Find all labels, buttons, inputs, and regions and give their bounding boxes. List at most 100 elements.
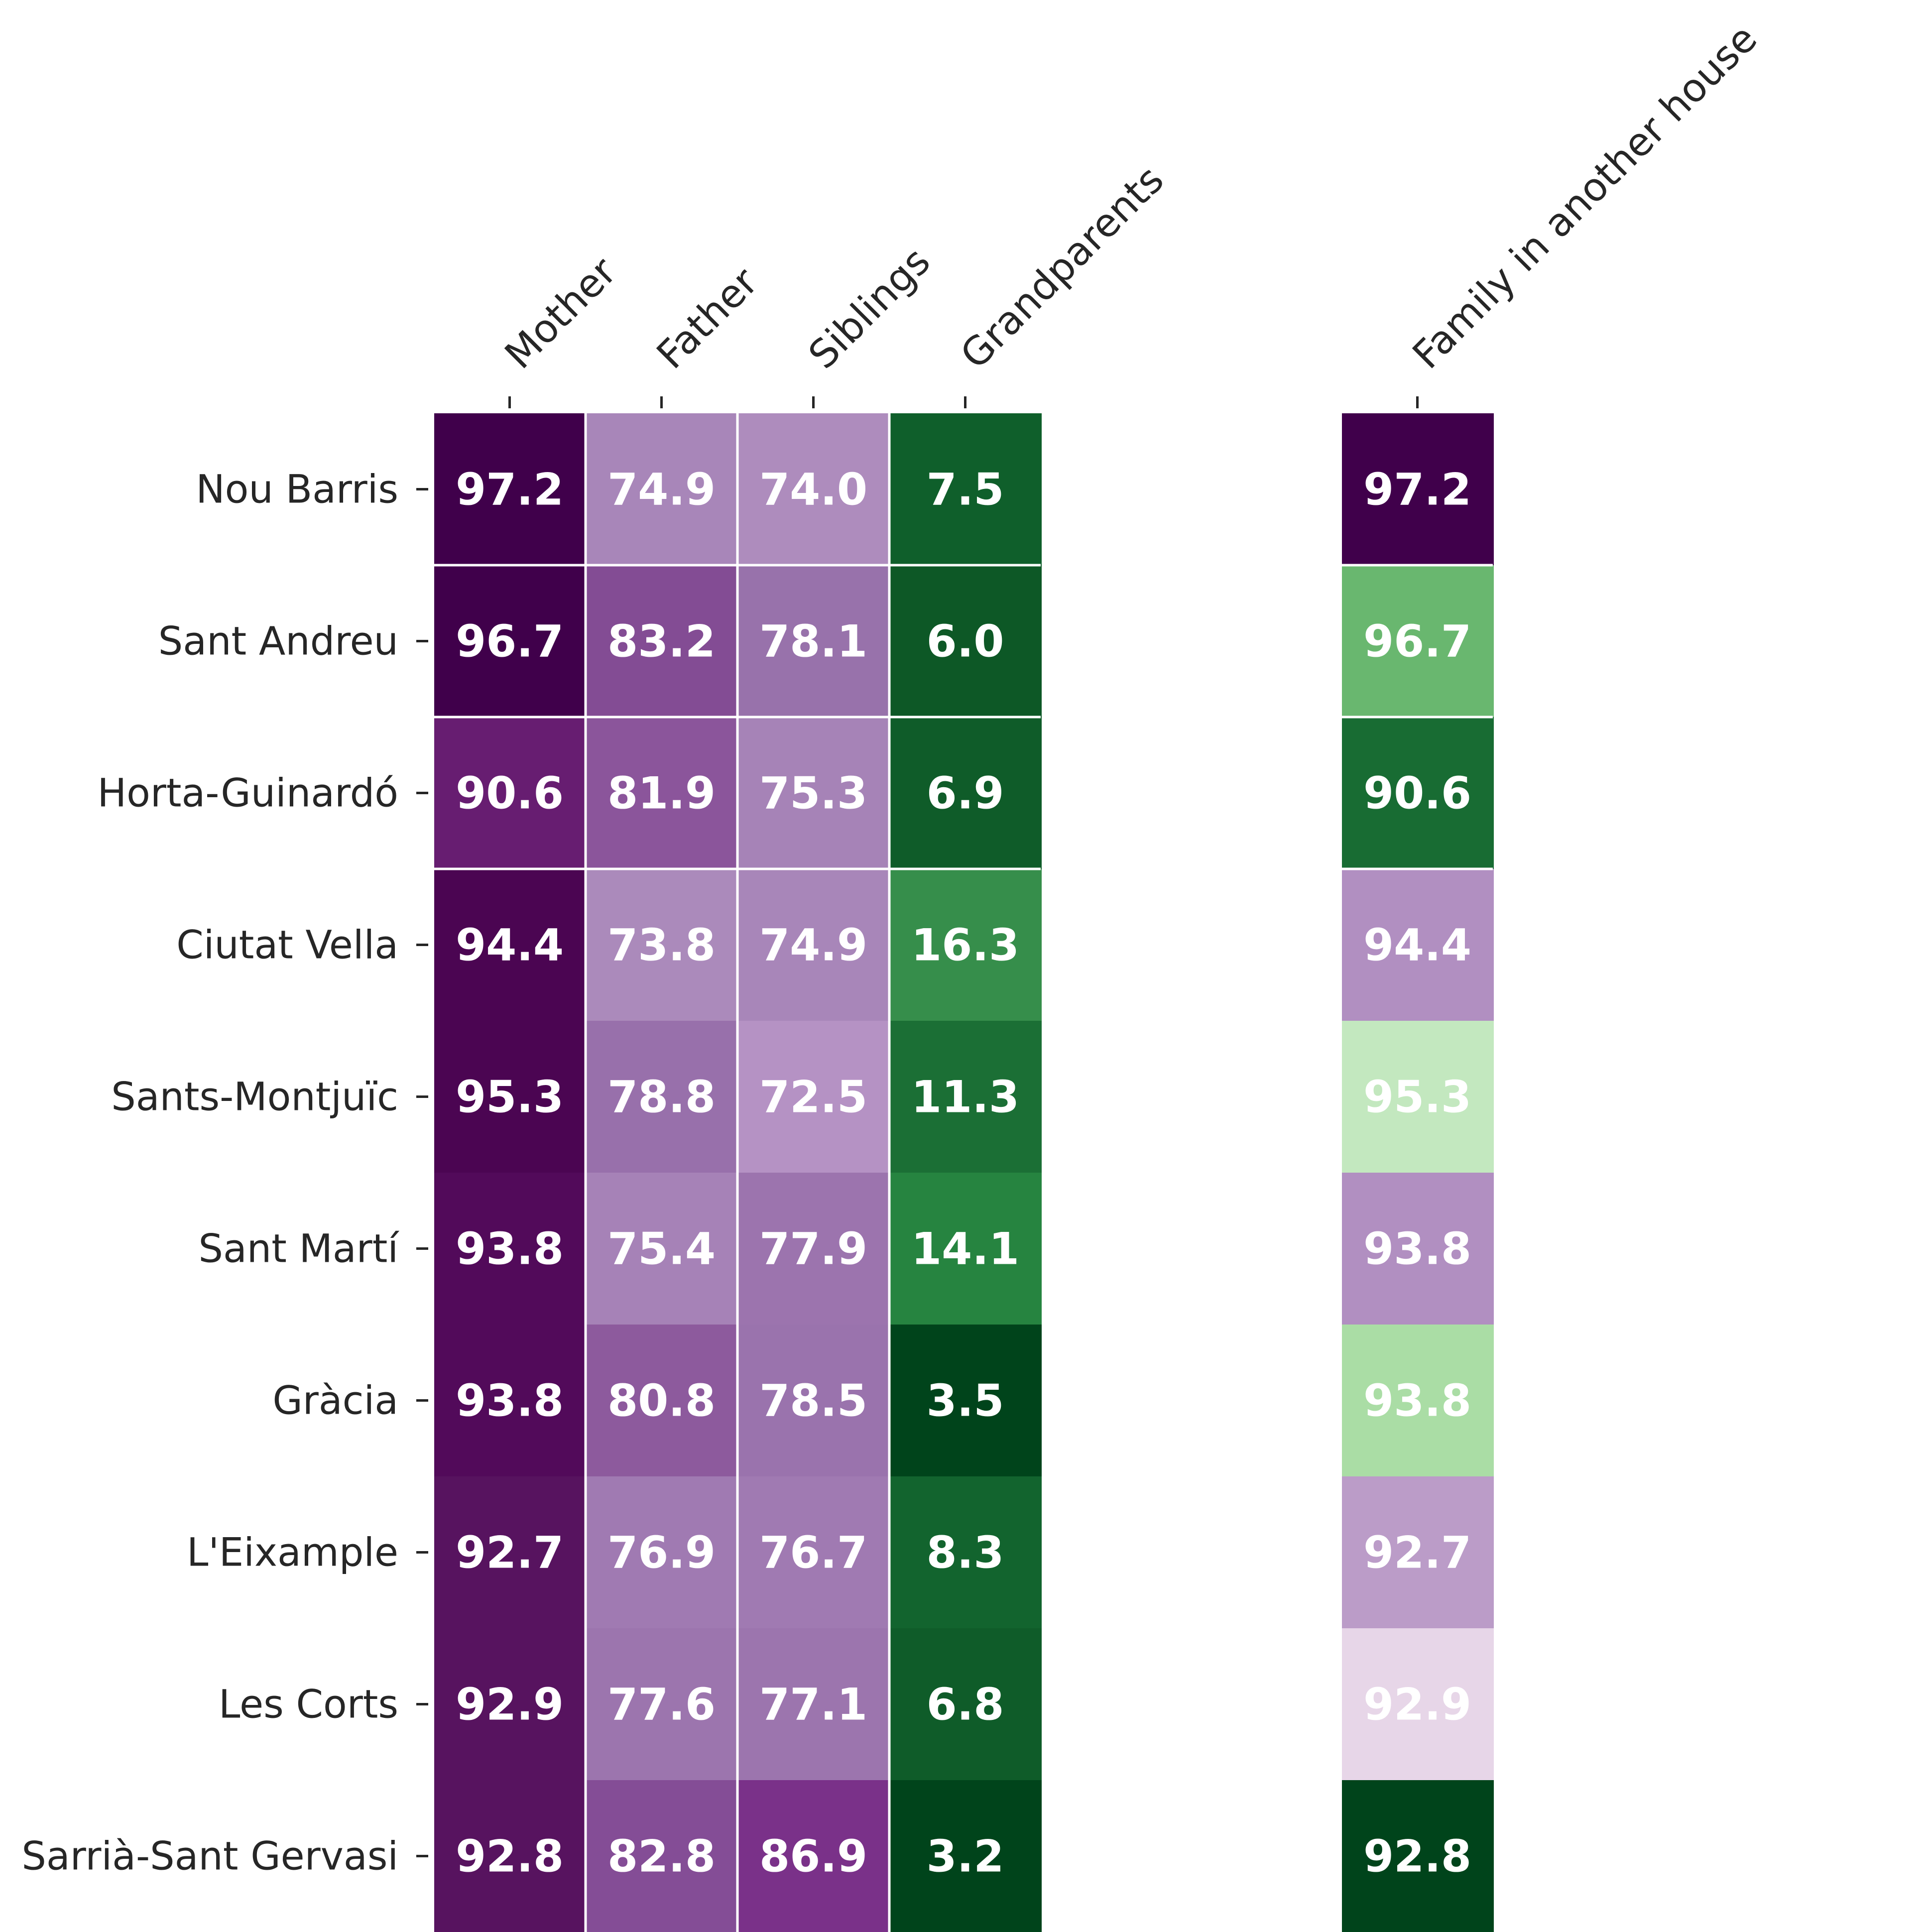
cell-gracia-family-in-another-house [1342,1325,1494,1477]
y-tick-label-l-eixample: L'Eixample [187,1531,398,1575]
cell-l-eixample-father [586,1476,738,1629]
value-label: 97.2 [456,464,564,515]
cell-horta-guinardo-mother [434,717,586,870]
value-label: 76.7 [759,1527,867,1578]
y-axis: Nou Barris Sant Andreu Horta-Guinardó Ciuta… [21,468,428,1879]
cell-l-eixample-mother [434,1476,586,1629]
cell-les-corts-grandparents [890,1628,1042,1781]
y-tick-label-les-corts: Les Corts [219,1683,398,1727]
value-label: 92.8 [456,1831,564,1882]
y-tick-label-sant-andreu: Sant Andreu [158,619,398,664]
x-tick-label-father: Father [648,259,767,377]
value-label: 77.9 [759,1223,867,1275]
y-tick-label-gracia: Gràcia [272,1379,398,1424]
value-label: 80.8 [607,1375,716,1427]
cell-ciutat-vella-family-in-another-house [1342,869,1494,1022]
cell-separators [434,413,1493,1932]
value-label: 8.3 [927,1527,1004,1578]
x-tick-label-family-in-another-house: Family in another house [1404,16,1766,377]
cell-horta-guinardo-family-in-another-house [1342,717,1494,870]
cell-l-eixample-grandparents [890,1476,1042,1629]
value-label: 77.1 [759,1679,867,1730]
cell-sant-marti-grandparents [890,1173,1042,1326]
cell-ciutat-vella-grandparents [890,869,1042,1022]
value-label: 74.9 [607,464,716,515]
value-label: 96.7 [456,616,564,667]
value-label: 78.8 [607,1072,716,1123]
cell-sarria-sant-gervasi-siblings [738,1780,890,1932]
cell-gracia-father [586,1325,738,1477]
value-label: 90.6 [1363,768,1471,819]
cell-sant-andreu-siblings [738,565,890,718]
value-label: 76.9 [607,1527,716,1578]
value-label: 78.5 [759,1375,867,1427]
cell-sant-marti-siblings [738,1173,890,1326]
cell-l-eixample-siblings [738,1476,890,1629]
value-label: 3.5 [927,1375,1004,1427]
value-label: 6.8 [927,1679,1004,1730]
value-label: 92.9 [456,1679,564,1730]
cell-horta-guinardo-siblings [738,717,890,870]
cell-gracia-grandparents [890,1325,1042,1477]
value-label: 74.9 [759,920,867,971]
cell-gracia-siblings [738,1325,890,1477]
value-label: 6.9 [927,768,1004,819]
value-label: 6.0 [927,616,1004,667]
y-tick-label-nou-barris: Nou Barris [196,468,398,512]
value-label: 77.6 [607,1679,716,1730]
cell-les-corts-family-in-another-house [1342,1628,1494,1781]
cell-les-corts-mother [434,1628,586,1781]
value-label: 73.8 [607,920,716,971]
cell-nou-barris-siblings [738,413,890,566]
cell-sant-andreu-family-in-another-house [1342,565,1494,718]
value-label: 93.8 [456,1223,564,1275]
value-label: 92.8 [1363,1831,1471,1882]
value-label: 3.2 [927,1831,1004,1882]
cell-sant-andreu-mother [434,565,586,718]
value-label: 81.9 [607,768,716,819]
cell-l-eixample-family-in-another-house [1342,1476,1494,1629]
cell-sants-montjuic-siblings [738,1021,890,1174]
x-axis: Mother Father Siblings Grandparents Family i… [496,16,1766,408]
cell-sant-marti-father [586,1173,738,1326]
cell-ciutat-vella-father [586,869,738,1022]
value-label: 78.1 [759,616,867,667]
cell-sarria-sant-gervasi-mother [434,1780,586,1932]
value-label: 94.4 [1363,920,1471,971]
value-label: 93.8 [1363,1223,1471,1275]
value-label: 86.9 [759,1831,867,1882]
cell-horta-guinardo-father [586,717,738,870]
value-label: 93.8 [1363,1375,1471,1427]
value-label: 16.3 [911,920,1019,971]
heatmap-cells [434,413,1494,1932]
value-label: 74.0 [759,464,867,515]
cell-sants-montjuic-grandparents [890,1021,1042,1174]
value-label: 75.3 [759,768,867,819]
value-label: 95.3 [456,1072,564,1123]
y-tick-label-sarria-sant-gervasi: Sarrià-Sant Gervasi [21,1834,398,1879]
cell-nou-barris-father [586,413,738,566]
cell-sant-andreu-grandparents [890,565,1042,718]
cell-sant-marti-family-in-another-house [1342,1173,1494,1326]
value-label: 94.4 [456,920,564,971]
x-tick-label-mother: Mother [496,249,625,378]
value-label: 75.4 [607,1223,716,1275]
cell-sant-marti-mother [434,1173,586,1326]
cell-sarria-sant-gervasi-family-in-another-house [1342,1780,1494,1932]
y-tick-label-horta-guinardo: Horta-Guinardó [97,771,398,816]
y-tick-label-ciutat-vella: Ciutat Vella [176,923,398,968]
value-label: 83.2 [607,616,716,667]
cell-sant-andreu-father [586,565,738,718]
value-labels: 97.2 74.9 74.0 7.5 97.2 96.7 83.2 78.1 6.0 96.7 90… [456,464,1471,1882]
value-label: 93.8 [456,1375,564,1427]
cell-sarria-sant-gervasi-grandparents [890,1780,1042,1932]
x-tick-label-grandparents: Grandparents [952,157,1172,377]
value-label: 92.9 [1363,1679,1471,1730]
value-label: 7.5 [927,464,1004,515]
value-label: 90.6 [456,768,564,819]
cell-les-corts-father [586,1628,738,1781]
value-label: 96.7 [1363,616,1471,667]
value-label: 11.3 [911,1072,1019,1123]
value-label: 95.3 [1363,1072,1471,1123]
